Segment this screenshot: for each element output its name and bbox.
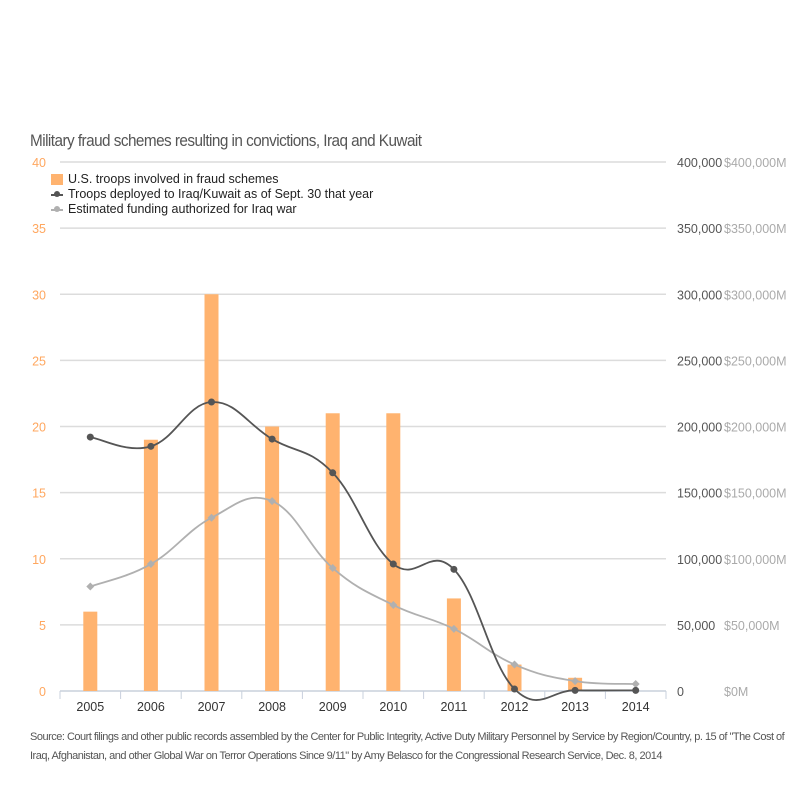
funding-line xyxy=(89,496,636,685)
right-axis-funding-tick-label: $350,000M xyxy=(724,222,787,236)
right-axis-funding-tick-label: $150,000M xyxy=(724,487,787,501)
troops-point-2012 xyxy=(511,685,518,693)
bar-2005 xyxy=(83,611,98,691)
x-axis-tick-label: 2009 xyxy=(319,700,347,714)
right-axis-troops-tick-label: 250,000 xyxy=(677,354,722,368)
left-axis-tick-label: 0 xyxy=(39,685,46,699)
troops-point-2014 xyxy=(632,686,640,694)
right-axis-funding-tick-label: $250,000M xyxy=(724,354,787,368)
x-axis-tick-label: 2012 xyxy=(501,700,529,714)
legend-item-troops: Troops deployed to Iraq/Kuwait as of Sep… xyxy=(51,187,373,202)
troops-line xyxy=(90,401,636,701)
right-axis-troops-tick-label: 300,000 xyxy=(677,288,722,302)
left-axis-tick-label: 20 xyxy=(32,421,46,435)
troops-point-2011 xyxy=(450,565,458,573)
legend-label-funding: Estimated funding authorized for Iraq wa… xyxy=(68,202,297,216)
left-axis-tick-label: 30 xyxy=(32,288,46,302)
right-axis-funding-tick-label: $300,000M xyxy=(724,288,787,302)
right-axis-troops-tick-label: 50,000 xyxy=(677,619,715,633)
x-axis-tick-label: 2014 xyxy=(622,700,650,714)
right-axis-troops-tick-label: 150,000 xyxy=(677,487,722,501)
legend-label-fraud: U.S. troops involved in fraud schemes xyxy=(68,172,279,186)
right-axis-funding-tick-label: $400,000M xyxy=(724,156,787,170)
right-axis-troops-tick-label: 0 xyxy=(677,685,684,699)
bar-2009 xyxy=(325,413,340,691)
bar-swatch-icon xyxy=(51,174,63,185)
x-axis-tick-label: 2013 xyxy=(561,700,589,714)
troops-point-2007 xyxy=(208,398,215,406)
funding-point-2011 xyxy=(449,624,458,633)
right-axis-funding-tick-label: $50,000M xyxy=(724,619,780,633)
x-axis-tick-label: 2008 xyxy=(258,700,286,714)
legend-item-fraud: U.S. troops involved in fraud schemes xyxy=(51,172,373,187)
bar-2008 xyxy=(265,426,280,691)
right-axis-troops-tick-label: 400,000 xyxy=(677,156,722,170)
troops-point-2006 xyxy=(147,442,155,450)
source-note: Source: Court filings and other public r… xyxy=(30,731,785,762)
right-axis-funding-tick-label: $100,000M xyxy=(724,553,787,567)
left-axis-tick-label: 10 xyxy=(32,553,46,567)
legend: U.S. troops involved in fraud schemes Tr… xyxy=(51,172,373,217)
funding-point-2008 xyxy=(268,497,277,506)
troops-point-2013 xyxy=(571,686,579,694)
troops-point-2005 xyxy=(86,433,94,441)
right-axis-funding-tick-label: $200,000M xyxy=(724,421,787,435)
legend-item-funding: Estimated funding authorized for Iraq wa… xyxy=(51,202,373,217)
funding-point-2013 xyxy=(571,677,580,686)
troops-point-2009 xyxy=(329,469,337,477)
funding-point-2005 xyxy=(86,582,95,591)
bar-2007 xyxy=(204,294,219,691)
chart-title: Military fraud schemes resulting in conv… xyxy=(30,131,422,150)
x-axis-tick-label: 2006 xyxy=(137,700,165,714)
left-axis-tick-label: 25 xyxy=(32,354,46,368)
x-axis-tick-label: 2007 xyxy=(198,700,226,714)
funding-point-2006 xyxy=(146,560,155,569)
right-axis-troops-tick-label: 100,000 xyxy=(677,553,722,567)
left-axis-tick-label: 15 xyxy=(32,487,46,501)
troops-point-2008 xyxy=(268,435,276,443)
funding-point-2014 xyxy=(631,679,640,688)
funding-point-2012 xyxy=(510,660,519,669)
dark-line-marker-icon xyxy=(51,189,63,200)
troops-point-2010 xyxy=(389,560,397,568)
left-axis-tick-label: 5 xyxy=(39,619,46,633)
right-axis-troops-tick-label: 350,000 xyxy=(677,222,722,236)
funding-point-2009 xyxy=(328,564,337,573)
right-axis-funding-tick-label: $0M xyxy=(724,685,748,699)
x-axis-tick-label: 2005 xyxy=(76,700,104,714)
bar-2011 xyxy=(446,598,461,691)
funding-point-2010 xyxy=(389,601,398,610)
bar-2010 xyxy=(386,413,401,691)
x-axis-tick-label: 2010 xyxy=(379,700,407,714)
gray-line-marker-icon xyxy=(51,204,63,215)
left-axis-tick-label: 35 xyxy=(32,222,46,236)
right-axis-troops-tick-label: 200,000 xyxy=(677,421,722,435)
left-axis-tick-label: 40 xyxy=(32,156,46,170)
legend-label-troops: Troops deployed to Iraq/Kuwait as of Sep… xyxy=(68,187,374,201)
funding-point-2007 xyxy=(207,513,216,522)
x-axis-tick-label: 2011 xyxy=(440,700,467,714)
